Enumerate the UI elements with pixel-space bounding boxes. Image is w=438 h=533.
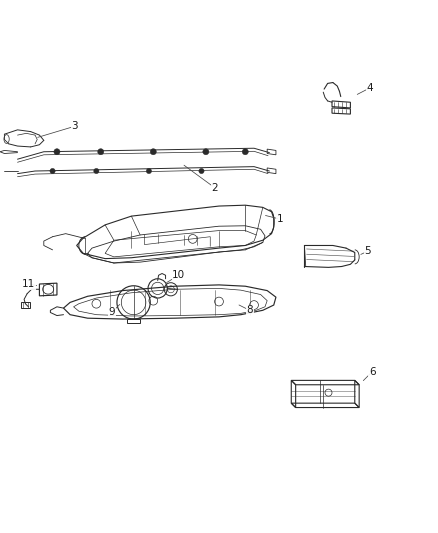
Circle shape — [242, 149, 248, 155]
Circle shape — [199, 168, 204, 174]
Circle shape — [94, 168, 99, 174]
Circle shape — [146, 168, 152, 174]
Text: 3: 3 — [71, 122, 78, 131]
Text: 10: 10 — [172, 270, 185, 280]
Text: 1: 1 — [277, 214, 284, 224]
Text: 11: 11 — [22, 279, 35, 289]
Text: 5: 5 — [364, 246, 371, 256]
Circle shape — [98, 149, 104, 155]
Text: 2: 2 — [211, 183, 218, 192]
Circle shape — [203, 149, 209, 155]
Text: 8: 8 — [246, 305, 253, 316]
Text: 9: 9 — [108, 308, 115, 318]
Circle shape — [150, 149, 156, 155]
Text: 6: 6 — [369, 367, 376, 377]
Circle shape — [50, 168, 55, 174]
Circle shape — [54, 149, 60, 155]
Text: 4: 4 — [367, 83, 374, 93]
